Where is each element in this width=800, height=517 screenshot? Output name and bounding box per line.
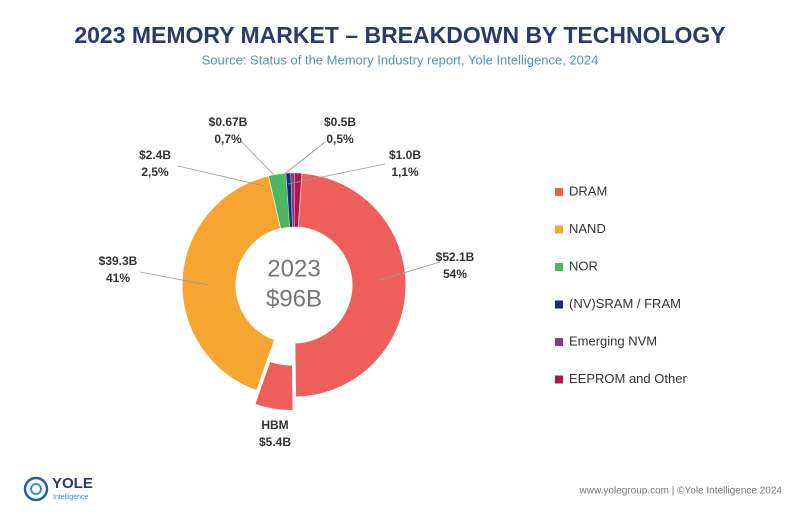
slice	[294, 172, 407, 398]
logo: YOLE Intelligence	[23, 475, 93, 502]
value-label: $2.4B	[139, 148, 171, 162]
percent-label: 0,5%	[326, 132, 354, 146]
logo-text: YOLE	[52, 475, 93, 492]
legend-label: NAND	[569, 221, 606, 236]
value-label: $0.67B	[209, 115, 248, 129]
value-label: $52.1B	[436, 250, 475, 264]
legend-label: Emerging NVM	[569, 333, 657, 348]
percent-label: 0,7%	[214, 132, 242, 146]
legend-label: (NV)SRAM / FRAM	[569, 296, 681, 311]
slice	[181, 175, 282, 392]
leader-line	[139, 271, 209, 286]
value-label: $0.5B	[324, 115, 356, 129]
slice	[294, 172, 302, 228]
legend-swatch	[555, 188, 563, 196]
center-year: 2023	[267, 255, 320, 282]
chart-title: 2023 MEMORY MARKET – BREAKDOWN BY TECHNO…	[74, 22, 725, 48]
sub-slice	[253, 360, 295, 412]
logo-ring	[30, 483, 42, 495]
legend-swatch	[555, 338, 563, 346]
legend-swatch	[555, 300, 563, 309]
center-total: $96B	[266, 285, 322, 312]
chart-subtitle: Source: Status of the Memory Industry re…	[202, 52, 599, 67]
percent-label: 41%	[106, 271, 130, 285]
sub-slice-name: HBM	[261, 418, 288, 432]
leader-line	[379, 261, 441, 281]
legend-label: EEPROM and Other	[569, 371, 687, 386]
logo-ring	[23, 476, 49, 502]
legend-swatch	[555, 375, 563, 384]
leader-line	[281, 141, 326, 177]
leader-line	[287, 163, 386, 185]
footer-credit: www.yolegroup.com | ©Yole Intelligence 2…	[579, 486, 783, 497]
leader-line	[239, 139, 276, 177]
percent-label: 2,5%	[141, 165, 169, 179]
value-label: $1.0B	[389, 148, 421, 162]
logo-sub: Intelligence	[53, 494, 89, 501]
sub-slice-label: $5.4B	[259, 435, 291, 449]
legend-swatch	[555, 225, 563, 234]
leader-line	[177, 165, 265, 187]
percent-label: 1,1%	[391, 165, 419, 179]
legend-swatch	[555, 263, 563, 271]
legend-label: NOR	[569, 258, 598, 273]
percent-label: 54%	[443, 267, 467, 281]
value-label: $39.3B	[99, 254, 138, 268]
legend-label: DRAM	[569, 183, 607, 198]
